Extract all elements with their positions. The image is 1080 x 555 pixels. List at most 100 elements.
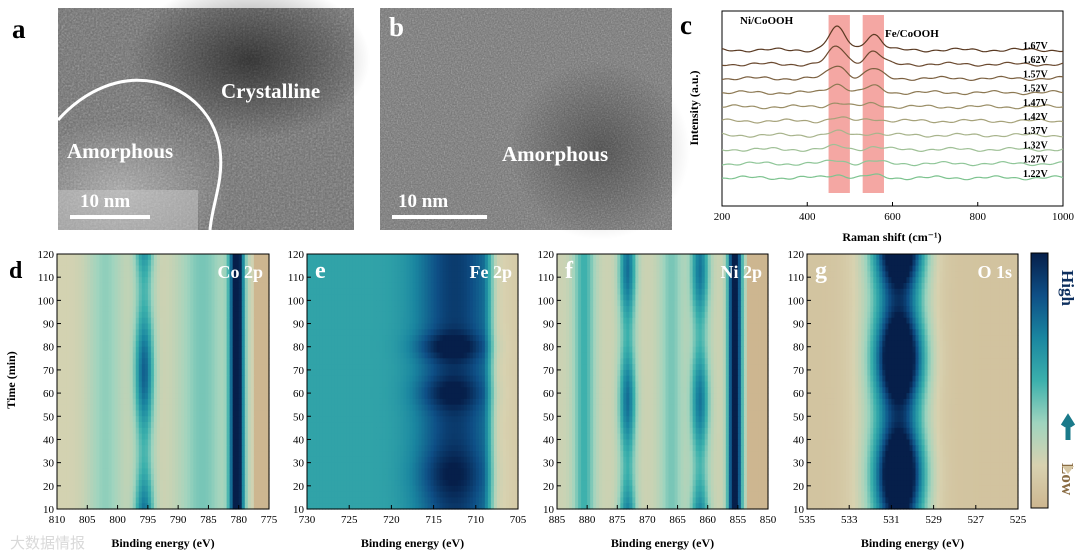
heatmap-cell bbox=[93, 352, 97, 359]
heatmap-cell bbox=[153, 364, 158, 371]
heatmap-cell bbox=[57, 323, 61, 330]
heatmap-cell bbox=[141, 410, 146, 417]
heatmap-cell bbox=[226, 340, 231, 348]
heatmap-cell bbox=[226, 364, 231, 371]
heatmap-cell bbox=[214, 358, 219, 365]
heatmap-cell bbox=[60, 265, 64, 272]
heatmap-cell bbox=[90, 346, 94, 354]
heatmap-cell bbox=[181, 398, 185, 406]
heatmap-cell bbox=[132, 433, 137, 441]
heatmap-cell bbox=[69, 294, 73, 301]
heatmap-cell bbox=[69, 410, 73, 417]
heatmap-cell bbox=[72, 427, 76, 435]
heatmap-cell bbox=[217, 398, 222, 406]
heatmap-cell bbox=[99, 375, 104, 383]
heatmap-cell bbox=[144, 439, 149, 446]
heatmap-cell bbox=[235, 265, 240, 272]
heatmap-cell bbox=[265, 265, 270, 272]
heatmap-cell bbox=[153, 300, 158, 307]
heatmap-cell bbox=[226, 381, 231, 388]
heatmap-cell bbox=[226, 329, 231, 336]
heatmap-cell bbox=[96, 335, 100, 342]
heatmap-cell bbox=[202, 317, 206, 325]
heatmap-cell bbox=[175, 422, 179, 429]
heatmap-cell bbox=[66, 259, 70, 267]
heatmap-cell bbox=[141, 311, 146, 319]
heatmap-cell bbox=[178, 346, 182, 354]
heatmap-cell bbox=[244, 393, 249, 400]
heatmap-cell bbox=[199, 259, 203, 267]
heatmap-cell bbox=[238, 254, 243, 261]
heatmap-cell bbox=[81, 375, 85, 383]
heatmap-cell bbox=[144, 265, 149, 272]
heatmap-cell bbox=[159, 416, 164, 423]
heatmap-cell bbox=[220, 254, 225, 261]
heatmap-cell bbox=[244, 427, 249, 435]
heatmap-cell bbox=[226, 259, 231, 267]
heatmap-cell bbox=[208, 416, 213, 423]
heatmap-cell bbox=[153, 294, 158, 301]
heatmap-cell bbox=[63, 271, 67, 278]
heatmap-cell bbox=[193, 323, 197, 330]
heatmap-cell bbox=[211, 416, 216, 423]
heatmap-cell bbox=[135, 323, 140, 330]
heatmap-cell bbox=[150, 317, 155, 325]
heatmap-cell bbox=[235, 393, 240, 400]
heatmap-cell bbox=[144, 311, 149, 319]
heatmap-cell bbox=[217, 352, 222, 359]
heatmap-cell bbox=[66, 271, 70, 278]
heatmap-cell bbox=[223, 410, 228, 417]
heatmap-cell bbox=[244, 352, 249, 359]
heatmap-cell bbox=[166, 288, 170, 296]
heatmap-cell bbox=[120, 381, 125, 388]
heatmap-cell bbox=[220, 393, 225, 400]
heatmap-cell bbox=[90, 277, 94, 284]
heatmap-cell bbox=[126, 404, 131, 412]
heatmap-cell bbox=[265, 317, 270, 325]
heatmap-cell bbox=[87, 416, 91, 423]
heatmap-cell bbox=[96, 381, 100, 388]
heatmap-cell bbox=[78, 404, 82, 412]
heatmap-cell bbox=[256, 265, 261, 272]
heatmap-cell bbox=[78, 381, 82, 388]
heatmap-cell bbox=[217, 259, 222, 267]
heatmap-cell bbox=[120, 265, 125, 272]
heatmap-cell bbox=[99, 387, 104, 394]
heatmap-cell bbox=[156, 254, 161, 261]
heatmap-cell bbox=[63, 433, 67, 441]
heatmap-cell bbox=[247, 433, 252, 441]
heatmap-cell bbox=[169, 288, 173, 296]
heatmap-cell bbox=[208, 311, 213, 319]
heatmap-cell bbox=[129, 323, 134, 330]
heatmap-cell bbox=[256, 317, 261, 325]
heatmap-cell bbox=[144, 288, 149, 296]
heatmap-cell bbox=[60, 427, 64, 435]
heatmap-cell bbox=[66, 381, 70, 388]
heatmap-cell bbox=[253, 404, 258, 412]
heatmap-cell bbox=[196, 265, 200, 272]
heatmap-cell bbox=[265, 259, 270, 267]
heatmap-cell bbox=[105, 346, 110, 354]
heatmap-cell bbox=[163, 306, 167, 313]
heatmap-cell bbox=[250, 352, 255, 359]
heatmap-cell bbox=[265, 404, 270, 412]
heatmap-cell bbox=[153, 254, 158, 261]
heatmap-cell bbox=[120, 404, 125, 412]
heatmap-cell bbox=[247, 358, 252, 365]
heatmap-cell bbox=[190, 352, 194, 359]
heatmap-cell bbox=[187, 433, 191, 441]
heatmap-cell bbox=[256, 329, 261, 336]
heatmap-cell bbox=[223, 323, 228, 330]
heatmap-cell bbox=[156, 300, 161, 307]
heatmap-cell bbox=[66, 387, 70, 394]
heatmap-cell bbox=[102, 369, 107, 377]
heatmap-cell bbox=[163, 288, 167, 296]
heatmap-cell bbox=[196, 433, 200, 441]
heatmap-cell bbox=[150, 288, 155, 296]
raman-series-label: 1.57V bbox=[1023, 69, 1049, 80]
heatmap-cell bbox=[214, 294, 219, 301]
heatmap-cell bbox=[96, 439, 100, 446]
heatmap-cell bbox=[84, 387, 88, 394]
heatmap-cell bbox=[132, 398, 137, 406]
heatmap-cell bbox=[205, 306, 210, 313]
